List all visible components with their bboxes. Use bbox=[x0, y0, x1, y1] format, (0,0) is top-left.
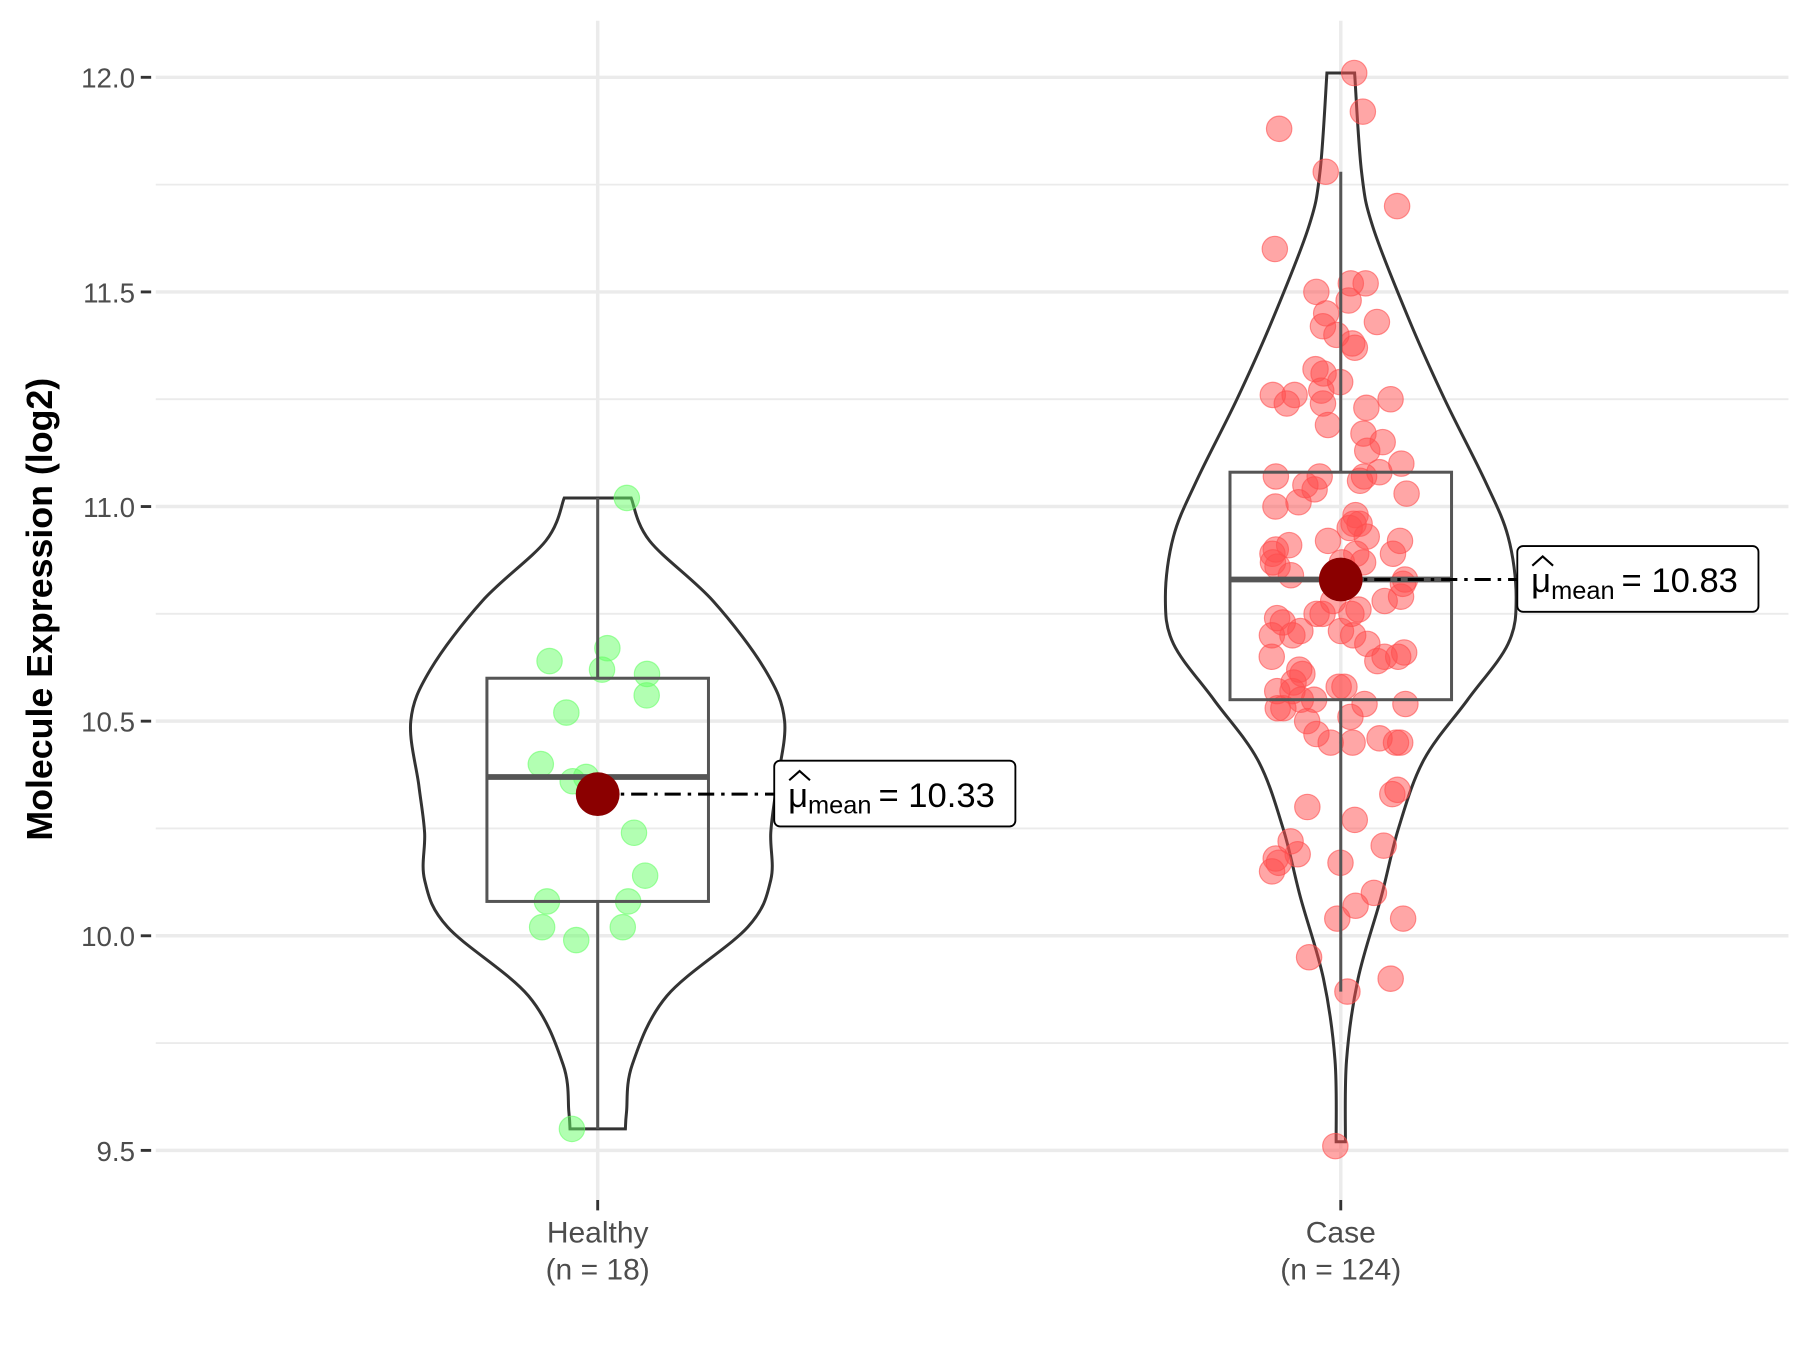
data-point bbox=[1309, 600, 1336, 628]
data-point bbox=[1312, 158, 1340, 186]
data-point bbox=[1314, 411, 1342, 439]
data-point bbox=[528, 913, 556, 941]
iqr-box bbox=[485, 676, 710, 903]
data-point bbox=[1341, 806, 1369, 834]
data-point bbox=[1353, 437, 1381, 465]
data-point bbox=[1317, 729, 1344, 756]
hat-accent-icon bbox=[1531, 555, 1554, 567]
hat-accent-icon bbox=[788, 769, 811, 782]
data-point bbox=[1322, 1132, 1349, 1160]
data-point bbox=[1337, 703, 1364, 731]
data-point bbox=[1341, 334, 1369, 361]
data-point bbox=[562, 926, 590, 954]
mean-label-symbol: μ bbox=[1531, 562, 1551, 600]
data-point bbox=[1331, 673, 1358, 701]
data-point bbox=[1360, 879, 1388, 907]
data-point bbox=[1353, 394, 1380, 422]
data-point bbox=[609, 913, 637, 941]
y-tick-label: 9.5 bbox=[97, 1136, 136, 1167]
mean-label-text: = 10.83 bbox=[1622, 562, 1738, 600]
data-point bbox=[1384, 776, 1411, 804]
data-point bbox=[1352, 270, 1379, 297]
data-point bbox=[1265, 115, 1293, 143]
data-point bbox=[1350, 463, 1378, 490]
y-tick-label: 11.0 bbox=[83, 492, 135, 523]
data-point bbox=[1294, 793, 1321, 821]
mean-label: μmean = 10.33 bbox=[788, 777, 995, 820]
x-tick-label: Case bbox=[1306, 1217, 1376, 1250]
data-point bbox=[1370, 832, 1397, 859]
x-axis: Healthy (n = 18) Case (n = 124) bbox=[546, 1200, 1401, 1287]
data-point bbox=[1334, 978, 1361, 1005]
data-point bbox=[1340, 510, 1367, 537]
y-tick-label: 12.0 bbox=[81, 63, 135, 94]
mean-label-box bbox=[773, 759, 1017, 828]
data-point bbox=[1295, 943, 1323, 971]
data-point bbox=[1287, 617, 1314, 645]
data-point bbox=[1262, 493, 1289, 520]
data-point bbox=[633, 682, 660, 709]
data-point bbox=[1379, 540, 1407, 568]
data-point bbox=[1324, 905, 1351, 932]
data-point bbox=[1314, 527, 1342, 555]
y-tick-label: 10.5 bbox=[81, 707, 135, 738]
data-point bbox=[588, 656, 616, 683]
y-tick-label: 11.5 bbox=[83, 277, 135, 308]
mean-label-box bbox=[1516, 545, 1760, 613]
data-point bbox=[1384, 643, 1412, 671]
data-point bbox=[1263, 677, 1291, 705]
y-axis: 9.5 10.0 10.5 11.0 11.5 12.0 bbox=[81, 63, 152, 1167]
mean-label-sub: mean bbox=[1551, 577, 1614, 605]
boxplots bbox=[485, 171, 1454, 1129]
data-point bbox=[1338, 600, 1365, 628]
data-point bbox=[1392, 690, 1419, 718]
data-point bbox=[1261, 235, 1289, 263]
data-point bbox=[1389, 570, 1417, 598]
data-point bbox=[1393, 480, 1420, 507]
data-point bbox=[553, 699, 580, 726]
mean-label-text: = 10.33 bbox=[878, 777, 994, 815]
data-point bbox=[613, 484, 641, 512]
x-tick-count: (n = 124) bbox=[1280, 1254, 1401, 1287]
violin-healthy bbox=[408, 496, 787, 1131]
mean-label-symbol: μ bbox=[788, 777, 808, 815]
iqr-box bbox=[1228, 470, 1454, 702]
data-point bbox=[1389, 905, 1417, 932]
data-points bbox=[527, 59, 1420, 1160]
data-point bbox=[631, 862, 659, 889]
x-tick-label: Healthy bbox=[547, 1217, 649, 1250]
y-tick-label: 10.0 bbox=[81, 921, 135, 952]
data-point bbox=[527, 750, 555, 778]
mean-point bbox=[1318, 557, 1363, 602]
data-point bbox=[1386, 729, 1414, 756]
data-point bbox=[620, 819, 648, 847]
x-tick-count: (n = 18) bbox=[546, 1254, 650, 1287]
y-axis-title: Molecule Expression (log2) bbox=[20, 378, 60, 841]
mean-label-sub: mean bbox=[808, 792, 871, 820]
data-point bbox=[536, 647, 563, 675]
data-point bbox=[1377, 965, 1404, 992]
mean-label: μmean = 10.83 bbox=[1531, 562, 1738, 605]
data-point bbox=[558, 1115, 586, 1143]
data-point bbox=[1273, 390, 1301, 417]
data-point bbox=[1349, 98, 1377, 125]
data-point bbox=[1342, 892, 1369, 919]
data-point bbox=[1383, 192, 1411, 220]
data-point bbox=[1258, 858, 1286, 885]
data-point bbox=[1262, 463, 1290, 490]
data-point bbox=[1335, 287, 1362, 314]
data-point bbox=[1377, 385, 1404, 413]
data-point bbox=[1277, 561, 1305, 589]
data-point bbox=[1292, 471, 1319, 499]
data-point bbox=[1363, 308, 1391, 336]
data-point bbox=[1340, 59, 1368, 87]
data-point bbox=[1258, 643, 1286, 671]
mean-point bbox=[575, 772, 620, 817]
